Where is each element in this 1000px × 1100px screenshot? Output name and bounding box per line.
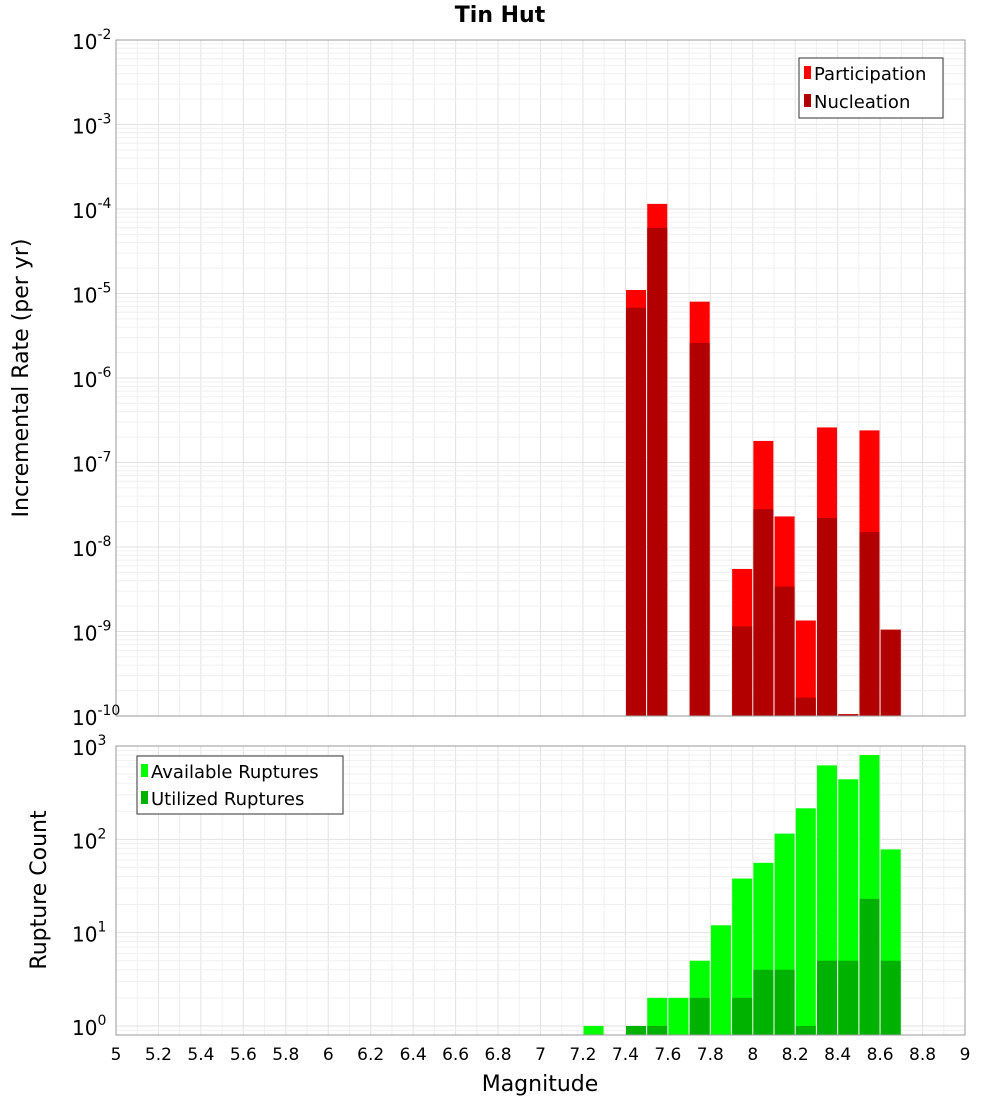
x-tick-label: 7: [535, 1045, 546, 1065]
legend-swatch-nucleation: [804, 94, 811, 107]
legend-swatch-participation: [804, 66, 811, 79]
rate-y-tick-label: 10-8: [72, 534, 111, 561]
count-bar-s2: [880, 960, 901, 1035]
x-tick-label: 5: [111, 1045, 122, 1065]
x-axis-title: Magnitude: [482, 1072, 599, 1097]
count-bar-s2: [626, 1025, 647, 1035]
x-tick-label: 5.2: [145, 1045, 172, 1065]
count-bar-s2: [647, 1025, 668, 1035]
count-y-tick-label: 100: [72, 1013, 106, 1040]
rate-plot-border: [115, 39, 966, 717]
legend-label-participation: Participation: [814, 64, 926, 85]
legend-swatch-available: [141, 764, 148, 777]
legend-swatch-utilized: [141, 791, 148, 804]
x-tick-label: 8.4: [824, 1045, 851, 1065]
legend-label-nucleation: Nucleation: [814, 92, 910, 113]
x-tick-label: 5.6: [230, 1045, 257, 1065]
rate-legend: Participation Nucleation: [798, 57, 944, 119]
count-bar-s1: [583, 1025, 604, 1035]
x-tick-label: 7.2: [569, 1045, 596, 1065]
x-tick-label: 7.6: [654, 1045, 681, 1065]
count-bar-s1: [795, 808, 816, 1035]
x-tick-label: 8.8: [909, 1045, 936, 1065]
rate-bar-s2: [626, 307, 647, 716]
count-y-tick-label: 101: [72, 920, 106, 947]
count-plot-y-ticks: 103 102 101 100: [72, 733, 106, 1040]
rate-bar-s2: [859, 532, 880, 716]
x-tick-label: 8.6: [867, 1045, 894, 1065]
count-y-tick-label: 102: [72, 826, 106, 853]
rate-y-tick-label: 10-9: [72, 619, 111, 646]
count-y-tick-label: 103: [72, 733, 106, 760]
count-bar-s1: [647, 997, 668, 1035]
rate-bar-s2: [732, 626, 753, 716]
count-bar-s2: [795, 1025, 816, 1035]
chart-title: Tin Hut: [455, 3, 546, 28]
count-plot-border: [115, 745, 966, 1036]
rate-bar-s2: [647, 227, 668, 716]
count-bar-s2: [859, 898, 880, 1035]
rate-y-tick-label: 10-7: [72, 450, 111, 477]
x-tick-label: 6.8: [485, 1045, 512, 1065]
count-plot-x-ticks: 5 5.2 5.4 5.6 5.8 6 6.2 6.4 6.6 6.8 7 7.2 7.4 7.6 7.8 8…: [111, 1045, 971, 1065]
count-bar-s2: [838, 960, 859, 1035]
x-tick-label: 8.2: [782, 1045, 809, 1065]
rate-y-tick-label: 10-3: [72, 112, 111, 139]
count-legend-box: [136, 755, 344, 815]
rate-bar-s2: [753, 509, 774, 716]
rate-legend-box: [798, 57, 944, 119]
count-bar-s1: [710, 925, 731, 1035]
x-tick-label: 6.6: [442, 1045, 469, 1065]
x-tick-label: 7.8: [697, 1045, 724, 1065]
legend-label-utilized: Utilized Ruptures: [151, 789, 304, 810]
rate-y-tick-label: 10-6: [72, 365, 112, 392]
count-bar-s2: [753, 969, 774, 1035]
count-legend: Available Ruptures Utilized Ruptures: [136, 755, 344, 815]
x-tick-label: 9: [960, 1045, 971, 1065]
count-bar-s1: [668, 997, 689, 1035]
x-tick-label: 6: [323, 1045, 334, 1065]
rate-bar-s2: [795, 697, 816, 716]
rate-bar-s2: [689, 342, 710, 716]
count-bar-s2: [732, 997, 753, 1035]
rate-y-axis-title: Incremental Rate (per yr): [9, 239, 34, 518]
rate-bar-s2: [838, 714, 859, 716]
x-tick-label: 5.4: [187, 1045, 214, 1065]
legend-label-available: Available Ruptures: [151, 762, 319, 783]
rate-bar-s1: [795, 620, 816, 716]
count-bar-s2: [817, 960, 838, 1035]
x-tick-label: 5.8: [272, 1045, 299, 1065]
x-tick-label: 8: [747, 1045, 758, 1065]
rate-y-tick-label: 10-5: [72, 281, 111, 308]
x-tick-label: 7.4: [612, 1045, 639, 1065]
count-bar-s2: [689, 997, 710, 1035]
count-y-axis-title: Rupture Count: [27, 810, 52, 970]
x-tick-label: 6.4: [400, 1045, 427, 1065]
rate-plot-y-ticks: 10-2 10-3 10-4 10-5 10-6 10-7 10-8 10-9 10-10: [72, 27, 120, 730]
x-tick-label: 6.2: [357, 1045, 384, 1065]
count-plot-bars: [583, 755, 901, 1035]
rate-y-tick-label: 10-10: [72, 703, 120, 730]
rate-y-tick-label: 10-2: [72, 27, 111, 54]
rate-y-tick-label: 10-4: [72, 196, 112, 223]
rate-plot-grid: [116, 40, 966, 716]
rate-plot: 10-2 10-3 10-4 10-5 10-6 10-7 10-8 10-9 10-10 In…: [9, 27, 966, 730]
rate-bar-s2: [817, 518, 838, 716]
count-bar-s1: [732, 878, 753, 1035]
count-plot: 103 102 101 100 5 5.2 5.4 5.6 5.8 6 6.2 6.4 6.6 6.8 7…: [27, 733, 970, 1097]
rate-plot-bars: [626, 203, 901, 716]
count-bar-s2: [774, 969, 795, 1035]
rate-bar-s2: [880, 629, 901, 716]
rate-bar-s2: [774, 586, 795, 716]
